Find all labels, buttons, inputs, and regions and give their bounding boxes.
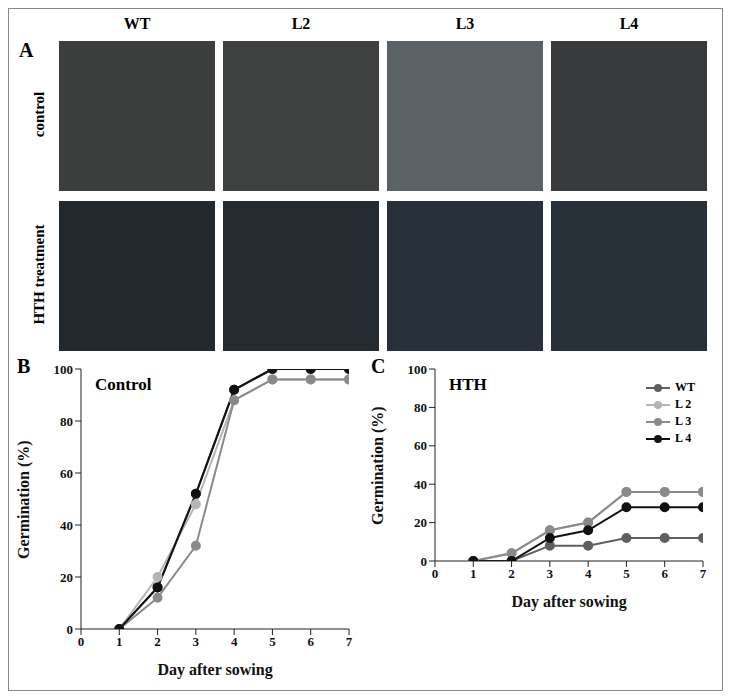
- html-text:L 2: L 2: [675, 397, 692, 411]
- svg-text:0: 0: [421, 554, 428, 569]
- svg-text:100: 100: [408, 362, 428, 377]
- svg-text:4: 4: [585, 566, 592, 581]
- svg-text:20: 20: [414, 515, 427, 530]
- html-text:A: A: [19, 39, 34, 61]
- svg-text:Germination (%): Germination (%): [369, 406, 387, 525]
- svg-text:60: 60: [414, 438, 427, 453]
- svg-text:80: 80: [60, 414, 73, 429]
- svg-text:Day after sowing: Day after sowing: [511, 593, 626, 611]
- svg-text:7: 7: [346, 634, 353, 649]
- svg-text:6: 6: [307, 634, 314, 649]
- html-text:L 3: L 3: [675, 414, 692, 428]
- html-text:WT: WT: [123, 15, 151, 32]
- html-text:control: control: [30, 91, 47, 138]
- svg-text:1: 1: [470, 566, 477, 581]
- html-text:L3: L3: [455, 15, 475, 32]
- svg-text:2: 2: [154, 634, 161, 649]
- svg-text:0: 0: [78, 634, 85, 649]
- svg-text:3: 3: [193, 634, 200, 649]
- svg-text:0: 0: [432, 566, 439, 581]
- svg-text:5: 5: [269, 634, 276, 649]
- html-text:HTH treatment: HTH treatment: [30, 224, 47, 325]
- svg-text:40: 40: [60, 518, 73, 533]
- svg-text:100: 100: [54, 362, 74, 377]
- svg-text:Day after sowing: Day after sowing: [157, 661, 272, 679]
- svg-text:20: 20: [60, 570, 73, 585]
- html-text:L4: L4: [619, 15, 639, 32]
- html-text:Control: Control: [95, 375, 152, 394]
- html-text:HTH: HTH: [449, 375, 487, 394]
- svg-text:7: 7: [700, 566, 707, 581]
- svg-text:6: 6: [661, 566, 668, 581]
- html-text:B: B: [17, 355, 31, 377]
- svg-text:2: 2: [508, 566, 515, 581]
- html-text:WT: WT: [675, 380, 695, 394]
- html-text:C: C: [371, 355, 386, 377]
- svg-text:60: 60: [60, 466, 73, 481]
- svg-text:1: 1: [116, 634, 123, 649]
- svg-text:Germination (%): Germination (%): [15, 440, 33, 559]
- svg-text:40: 40: [414, 477, 427, 492]
- html-text:L2: L2: [291, 15, 311, 32]
- svg-text:0: 0: [67, 622, 74, 637]
- svg-text:80: 80: [414, 400, 427, 415]
- svg-text:3: 3: [547, 566, 554, 581]
- html-text:L 4: L 4: [675, 431, 692, 445]
- svg-text:5: 5: [623, 566, 630, 581]
- svg-text:4: 4: [231, 634, 238, 649]
